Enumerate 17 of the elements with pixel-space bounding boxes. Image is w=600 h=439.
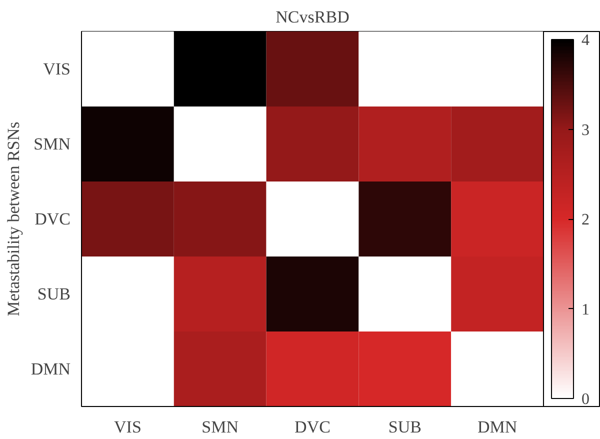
x-tick-label: DMN <box>477 418 518 436</box>
color-bar-label: 4 <box>582 32 590 49</box>
y-tick-label: DVC <box>34 210 71 228</box>
color-bar-label: 1 <box>582 301 590 318</box>
x-tick-label: VIS <box>114 418 142 436</box>
x-tick-label: DVC <box>294 418 330 436</box>
chart-title: NCvsRBD <box>276 8 350 26</box>
y-tick-label: VIS <box>43 60 71 78</box>
color-bar-label: 0 <box>582 391 590 408</box>
y-tick-label: SMN <box>34 134 71 154</box>
color-bar-label: 2 <box>582 212 590 228</box>
x-tick-label: SUB <box>388 418 422 436</box>
y-tick-label: DMN <box>30 360 70 378</box>
y-tick-label: SUB <box>37 284 71 304</box>
x-tick-label: SMN <box>202 418 239 436</box>
y-axis-title: Metastability between RSNs <box>4 122 23 316</box>
color-bar-label: 3 <box>582 122 590 139</box>
